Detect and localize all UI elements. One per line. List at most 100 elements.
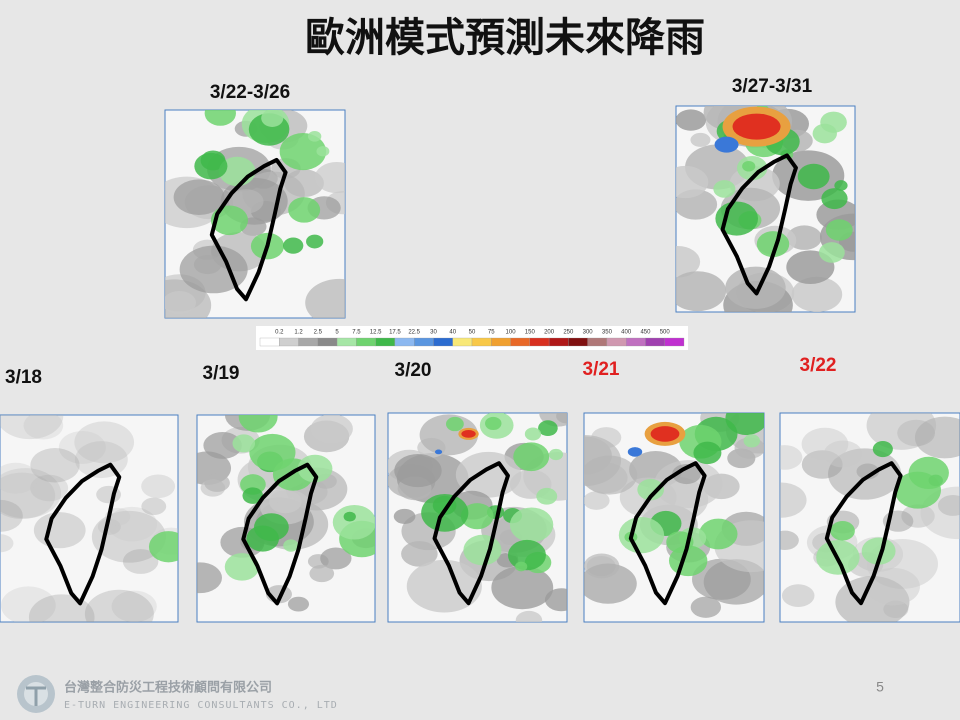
colorbar-swatch <box>491 337 511 347</box>
cloud <box>141 497 167 516</box>
cloud <box>901 504 935 528</box>
rain-area <box>908 456 949 490</box>
colorbar-tick-label: 150 <box>525 330 536 336</box>
colorbar-swatch <box>626 337 646 347</box>
cloud <box>584 553 620 579</box>
coastline <box>432 461 510 606</box>
cloud <box>690 596 722 618</box>
colorbar-swatch <box>452 337 473 347</box>
map-field <box>388 413 567 622</box>
rain-map: 3/21 <box>583 359 765 623</box>
rain-area <box>307 130 322 142</box>
colorbar-tick-label: 500 <box>660 330 671 336</box>
cloud <box>74 421 135 464</box>
rain-area <box>713 180 736 198</box>
cloud <box>801 427 849 461</box>
cloud <box>801 450 843 479</box>
cloud <box>676 245 701 278</box>
colorbar-swatch <box>664 337 685 347</box>
rain-area <box>830 521 855 541</box>
heavy-rain <box>732 113 781 140</box>
colorbar-swatch <box>510 337 530 347</box>
panel-label: 3/22 <box>800 355 837 376</box>
colorbar-swatch <box>259 337 280 347</box>
rain-area <box>872 440 893 458</box>
rain-area <box>821 188 848 210</box>
cloud <box>1 586 56 622</box>
cloud <box>690 132 711 147</box>
colorbar-swatch <box>587 337 608 347</box>
rain-area <box>463 534 502 566</box>
colorbar-tick-label: 17.5 <box>389 330 401 336</box>
cloud <box>791 276 843 312</box>
cloud <box>914 416 960 459</box>
cloud <box>676 165 709 199</box>
panel-label: 3/27-3/31 <box>732 76 813 97</box>
cloud <box>141 474 176 499</box>
cloud <box>780 530 799 550</box>
logo-mark <box>26 686 46 706</box>
cloud <box>491 565 554 610</box>
cloud <box>91 510 166 563</box>
cloud <box>406 559 482 613</box>
cloud <box>310 415 353 444</box>
rain-area <box>306 234 324 249</box>
colorbar-tick-label: 250 <box>563 330 574 336</box>
panel-label: 3/18 <box>5 367 42 388</box>
rain-map: 3/22 <box>779 355 960 623</box>
colorbar-tick-label: 2.5 <box>314 330 323 336</box>
cloud <box>780 482 807 518</box>
rain-area <box>742 161 756 172</box>
cloud <box>866 413 937 450</box>
cloud <box>654 460 723 508</box>
colorbar-swatch <box>414 337 434 347</box>
cloud <box>401 541 438 567</box>
map-field <box>197 415 375 612</box>
rain-area <box>618 516 665 554</box>
rain-area <box>515 561 528 572</box>
cloud <box>203 431 242 459</box>
map-field <box>780 413 960 622</box>
colorbar-tick-label: 100 <box>506 330 517 336</box>
cloud <box>122 549 159 574</box>
rain-area <box>536 487 558 505</box>
colorbar-tick-label: 5 <box>335 330 339 336</box>
panel-label: 3/19 <box>203 363 240 384</box>
colorbar-tick-label: 1.2 <box>294 330 303 336</box>
cloud <box>937 494 960 516</box>
colorbar-tick-label: 300 <box>583 330 594 336</box>
cloud <box>394 454 442 488</box>
rain-area <box>249 433 296 471</box>
rain-area <box>332 504 375 540</box>
colorbar-tick-label: 30 <box>430 330 437 336</box>
company-name: 台灣整合防災工程技術顧問有限公司 <box>64 680 272 696</box>
rain-area <box>261 110 284 127</box>
cloud <box>515 610 543 622</box>
coastline <box>628 461 707 606</box>
rain-map: 3/27-3/31 <box>675 76 856 313</box>
rain-area <box>224 553 260 581</box>
logo <box>17 675 55 713</box>
rain-map: 3/22-3/26 <box>164 82 346 319</box>
cloud <box>30 474 69 502</box>
rain-area <box>283 539 299 552</box>
rain-area <box>254 513 289 542</box>
colorbar-swatch <box>606 337 627 347</box>
rain-area <box>283 237 304 254</box>
cloud <box>179 245 248 294</box>
map-field <box>0 415 178 622</box>
colorbar-swatch <box>529 337 550 347</box>
cloud <box>74 441 128 479</box>
heavy-rain <box>714 136 739 153</box>
cloud <box>897 419 936 447</box>
map-background <box>779 412 960 623</box>
coastline <box>44 462 122 606</box>
cloud <box>0 499 23 532</box>
rain-area <box>297 454 333 483</box>
colorbar-tick-label: 0.2 <box>275 330 284 336</box>
map-field <box>165 110 345 318</box>
colorbar-swatch <box>317 337 338 347</box>
rain-area <box>725 413 764 436</box>
